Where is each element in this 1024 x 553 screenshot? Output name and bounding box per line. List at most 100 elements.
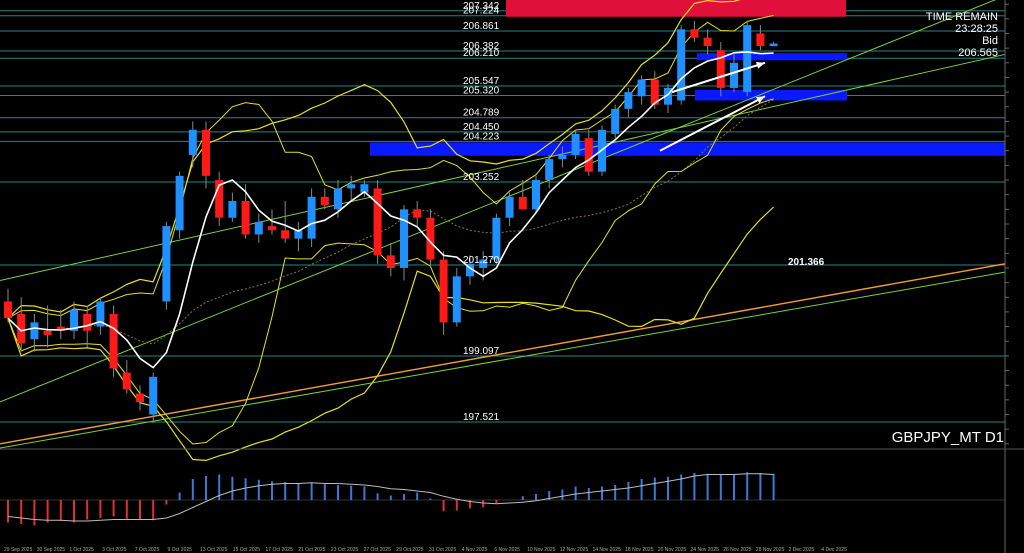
candle-body[interactable]	[466, 263, 474, 277]
candle[interactable]	[254, 213, 263, 243]
candle-body[interactable]	[624, 92, 633, 109]
candle[interactable]	[307, 188, 316, 248]
candle[interactable]	[703, 29, 712, 55]
candle-body[interactable]	[650, 79, 659, 105]
candle-body[interactable]	[307, 196, 316, 239]
candle[interactable]	[386, 242, 395, 277]
candle[interactable]	[466, 255, 474, 285]
demand-zone-upper[interactable]	[695, 90, 847, 101]
candle-body[interactable]	[149, 376, 158, 415]
candle[interactable]	[716, 41, 725, 97]
candle[interactable]	[637, 75, 646, 105]
candle-body[interactable]	[743, 25, 752, 93]
candle[interactable]	[109, 305, 118, 377]
arrow-lower[interactable]	[659, 95, 766, 152]
candle[interactable]	[294, 221, 303, 252]
candle[interactable]	[690, 20, 699, 42]
candle-body[interactable]	[281, 230, 290, 239]
candle-body[interactable]	[584, 138, 593, 172]
resistance-zone[interactable]	[506, 0, 846, 17]
candle-body[interactable]	[109, 314, 118, 369]
candle[interactable]	[347, 175, 356, 201]
candle-body[interactable]	[188, 129, 197, 155]
candle[interactable]	[677, 25, 686, 105]
candle-body[interactable]	[452, 276, 461, 323]
candle-body[interactable]	[426, 217, 435, 260]
candle-body[interactable]	[334, 188, 342, 210]
candle-body[interactable]	[690, 29, 699, 38]
candle-body[interactable]	[215, 180, 224, 218]
candle[interactable]	[202, 121, 210, 189]
candle-body[interactable]	[756, 33, 765, 47]
candle[interactable]	[228, 192, 237, 222]
oscillator-pane[interactable]	[0, 472, 1005, 526]
supply-zone[interactable]	[697, 53, 847, 61]
candle[interactable]	[505, 192, 514, 227]
candle[interactable]	[611, 104, 620, 139]
candle[interactable]	[400, 205, 408, 281]
candle-body[interactable]	[571, 133, 580, 155]
candle[interactable]	[373, 180, 382, 264]
candle-body[interactable]	[202, 129, 210, 176]
candle-body[interactable]	[677, 29, 686, 101]
candle-body[interactable]	[545, 159, 554, 181]
candle-body[interactable]	[4, 301, 12, 319]
candle[interactable]	[545, 154, 554, 189]
candle[interactable]	[492, 213, 501, 264]
candle[interactable]	[96, 297, 105, 335]
candle-body[interactable]	[43, 330, 52, 335]
candle[interactable]	[241, 184, 250, 239]
candle[interactable]	[149, 372, 158, 423]
candle-body[interactable]	[439, 259, 448, 323]
candle[interactable]	[518, 180, 527, 210]
candle-body[interactable]	[532, 180, 540, 210]
candle-body[interactable]	[56, 326, 65, 331]
candle[interactable]	[215, 171, 224, 227]
candle[interactable]	[426, 209, 435, 268]
candle[interactable]	[70, 301, 78, 340]
candle-body[interactable]	[175, 175, 184, 231]
candle-body[interactable]	[228, 200, 237, 218]
arrow-upper[interactable]	[671, 61, 766, 94]
candle-body[interactable]	[492, 217, 501, 260]
candle-body[interactable]	[703, 37, 712, 47]
candle-body[interactable]	[664, 87, 672, 105]
candle-body[interactable]	[716, 50, 725, 88]
candle[interactable]	[558, 146, 567, 168]
candle[interactable]	[56, 309, 65, 340]
candle-body[interactable]	[347, 184, 356, 189]
candle[interactable]	[452, 267, 461, 327]
candle[interactable]	[756, 25, 765, 51]
trendline-orange[interactable]	[0, 263, 1006, 445]
candle-body[interactable]	[360, 184, 369, 193]
candle-body[interactable]	[241, 200, 250, 235]
candle-body[interactable]	[83, 314, 92, 331]
candle-body[interactable]	[413, 209, 422, 218]
candle[interactable]	[532, 175, 540, 214]
candle-body[interactable]	[30, 322, 39, 340]
candle-body[interactable]	[637, 79, 646, 97]
candle[interactable]	[4, 288, 12, 323]
trendline-green-low[interactable]	[0, 271, 1006, 449]
candle-body[interactable]	[254, 221, 263, 235]
candle[interactable]	[624, 87, 633, 118]
candle[interactable]	[664, 83, 672, 114]
candle-body[interactable]	[611, 108, 620, 134]
candle-body[interactable]	[400, 209, 408, 268]
candle[interactable]	[43, 305, 52, 348]
candle[interactable]	[743, 20, 752, 97]
candle-body[interactable]	[730, 62, 738, 88]
candle[interactable]	[413, 200, 422, 227]
candle-body[interactable]	[769, 43, 778, 47]
candle-body[interactable]	[479, 259, 488, 268]
candle[interactable]	[571, 129, 580, 160]
candle-body[interactable]	[294, 230, 303, 239]
candle[interactable]	[360, 180, 369, 197]
candle-body[interactable]	[162, 226, 171, 302]
candle[interactable]	[122, 360, 131, 394]
candle-body[interactable]	[122, 372, 131, 390]
candle-body[interactable]	[373, 188, 382, 256]
candle[interactable]	[584, 129, 593, 176]
candle-body[interactable]	[320, 196, 329, 206]
